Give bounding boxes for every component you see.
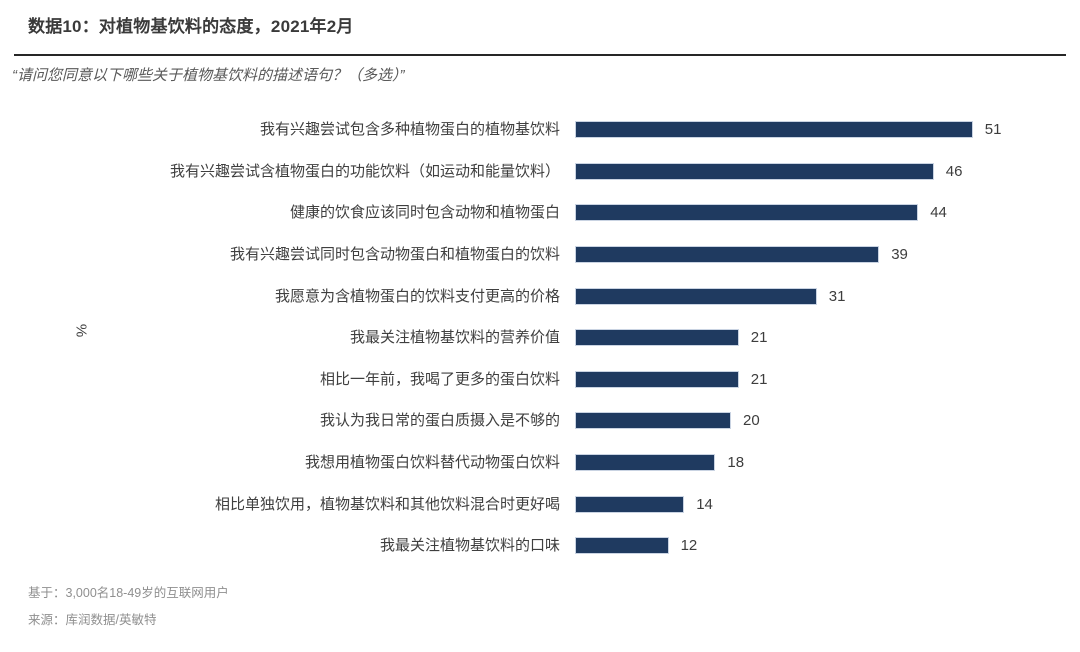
survey-question: “请问您同意以下哪些关于植物基饮料的描述语句？（多选）” [12,67,405,84]
bar [575,329,739,347]
bar-track [575,454,716,472]
bar-track [575,495,685,513]
bar [575,454,716,472]
bar-track [575,329,739,347]
bar [575,162,934,180]
bar-row: 我认为我日常的蛋白质摄入是不够的 20 [0,400,1080,442]
category-label: 我有兴趣尝试包含多种植物蛋白的植物基饮料 [259,121,560,139]
value-label: 12 [680,537,698,555]
page-title: 数据10：对植物基饮料的态度，2021年2月 [28,17,354,36]
bar [575,204,919,222]
category-label: 我有兴趣尝试含植物蛋白的功能饮料（如运动和能量饮料） [169,162,560,180]
bar [575,537,669,555]
bar-row: 我最关注植物基饮料的口味 12 [0,525,1080,567]
value-label: 18 [727,454,745,472]
divider-line [14,54,1066,56]
bar-track [575,412,731,430]
bar-row: 我有兴趣尝试包含多种植物蛋白的植物基饮料 51 [0,109,1080,151]
bar [575,287,817,305]
value-label: 51 [984,121,1002,139]
source-note: 来源：库润数据/英敏特 [28,613,157,627]
bar-track [575,537,669,555]
category-label: 相比一年前，我喝了更多的蛋白饮料 [319,370,560,388]
value-label: 39 [891,246,908,264]
category-label: 健康的饮食应该同时包含动物和植物蛋白 [289,204,560,222]
category-label: 相比单独饮用，植物基饮料和其他饮料混合时更好喝 [214,495,560,513]
value-label: 31 [828,287,846,305]
bar [575,412,731,430]
value-label: 14 [696,495,713,513]
bar-row: 我有兴趣尝试含植物蛋白的功能饮料（如运动和能量饮料） 46 [0,151,1080,193]
category-label: 我愿意为含植物蛋白的饮料支付更高的价格 [274,287,560,305]
bar [575,121,973,139]
category-label: 我最关注植物基饮料的营养价值 [349,329,560,347]
bar-track [575,370,739,388]
value-label: 20 [743,412,760,430]
bar-track [575,287,817,305]
base-note: 基于：3,000名18-49岁的互联网用户 [28,586,229,600]
category-label: 我认为我日常的蛋白质摄入是不够的 [319,412,560,430]
footer: 基于：3,000名18-49岁的互联网用户 来源：库润数据/英敏特 [28,582,229,636]
value-label: 44 [930,204,947,222]
bar-track [575,204,919,222]
bar-track [575,162,934,180]
bar-track [575,246,880,264]
bar [575,495,685,513]
value-label: 46 [945,162,963,180]
category-label: 我最关注植物基饮料的口味 [379,537,560,555]
bar-row: 我有兴趣尝试同时包含动物蛋白和植物蛋白的饮料 39 [0,234,1080,276]
bar [575,246,880,264]
bar-row: 相比单独饮用，植物基饮料和其他饮料混合时更好喝 14 [0,483,1080,525]
category-label: 我有兴趣尝试同时包含动物蛋白和植物蛋白的饮料 [229,245,560,263]
value-label: 21 [750,370,768,388]
category-label: 我想用植物蛋白饮料替代动物蛋白饮料 [304,453,560,471]
value-label: 21 [750,329,768,347]
bar-row: 我最关注植物基饮料的营养价值 21 [0,317,1080,359]
bar-row: 我愿意为含植物蛋白的饮料支付更高的价格 31 [0,275,1080,317]
bar-row: 健康的饮食应该同时包含动物和植物蛋白 44 [0,192,1080,234]
bar-row: 我想用植物蛋白饮料替代动物蛋白饮料 18 [0,442,1080,484]
bar-rows: 我有兴趣尝试包含多种植物蛋白的植物基饮料 51 我有兴趣尝试含植物蛋白的功能饮料（如… [0,109,1080,567]
bar-track [575,121,973,139]
bar [575,370,739,388]
bar-row: 相比一年前，我喝了更多的蛋白饮料 21 [0,359,1080,401]
